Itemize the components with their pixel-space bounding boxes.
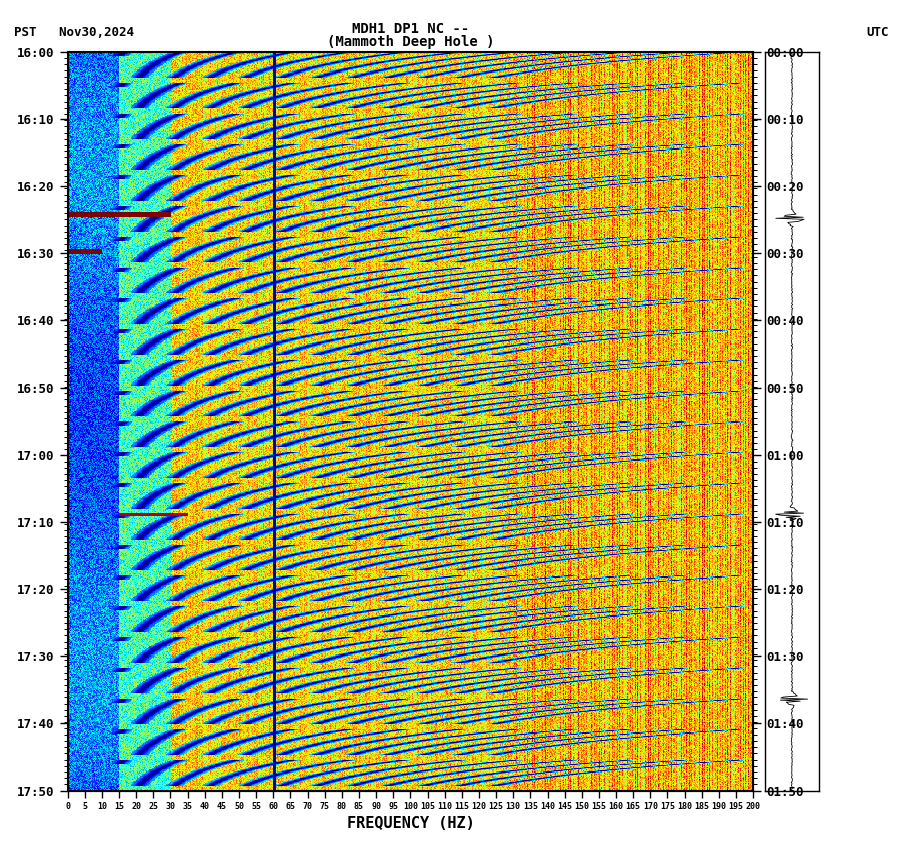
- Text: MDH1 DP1 NC --: MDH1 DP1 NC --: [352, 22, 469, 35]
- Text: (Mammoth Deep Hole ): (Mammoth Deep Hole ): [327, 35, 494, 48]
- Text: UTC: UTC: [866, 26, 888, 39]
- X-axis label: FREQUENCY (HZ): FREQUENCY (HZ): [346, 816, 474, 830]
- Text: PST   Nov30,2024: PST Nov30,2024: [14, 26, 133, 39]
